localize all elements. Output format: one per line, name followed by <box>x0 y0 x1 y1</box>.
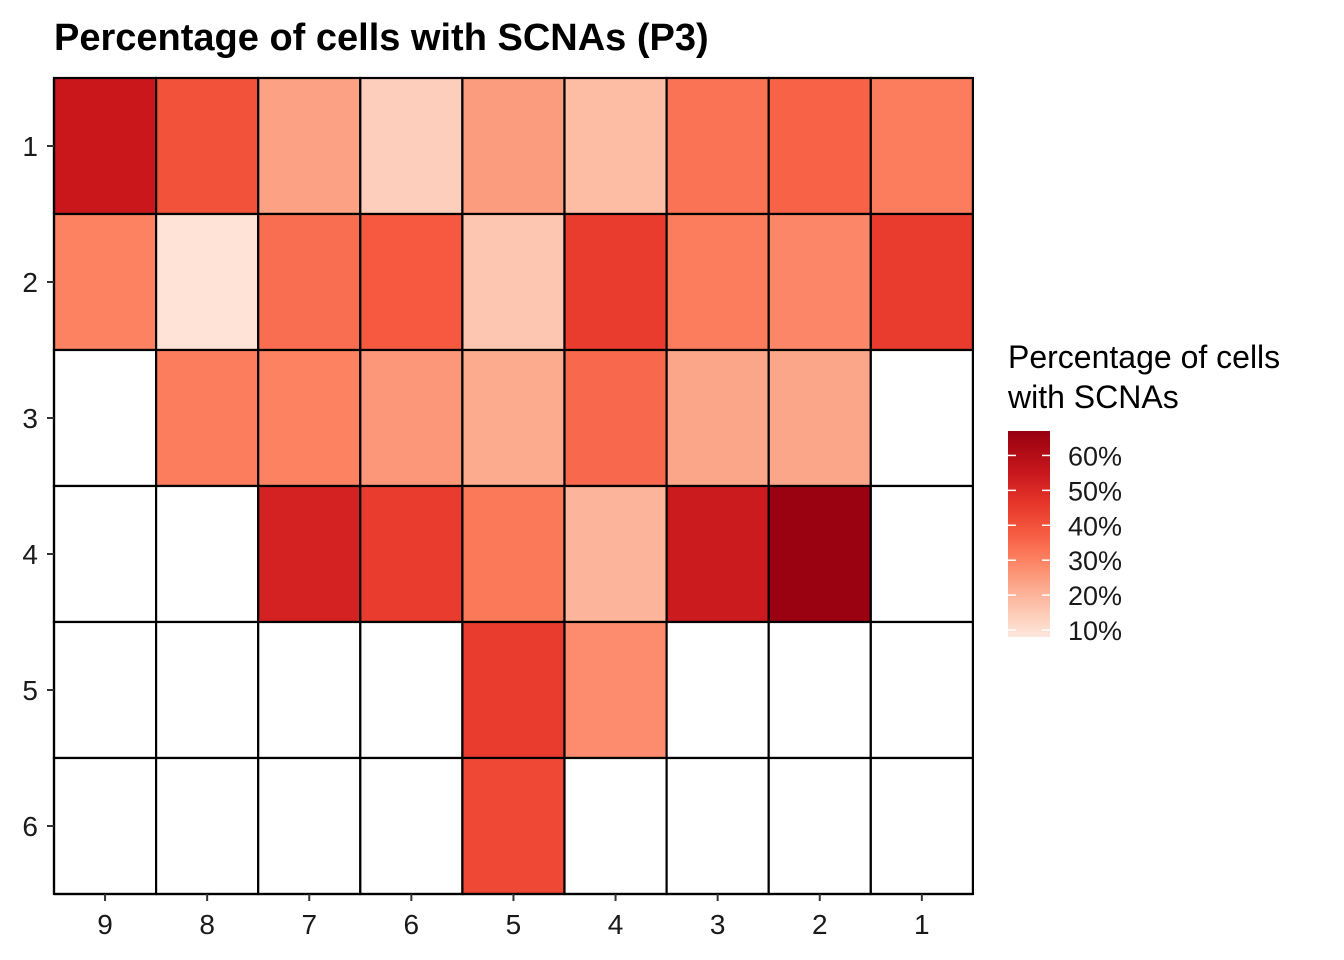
heatmap-cell <box>563 212 668 352</box>
heatmap-cell-empty <box>52 620 158 760</box>
heatmap-cell <box>461 212 566 352</box>
heatmap-cell <box>52 212 158 352</box>
heatmap-cell-empty <box>767 620 872 760</box>
legend-title: with SCNAs <box>1007 379 1179 415</box>
heatmap-cell-empty <box>767 756 872 896</box>
heatmap-cell <box>869 76 974 216</box>
heatmap-cell <box>665 76 770 216</box>
heatmap-cell-empty <box>52 756 158 896</box>
x-tick-label: 9 <box>97 909 113 940</box>
heatmap-cell <box>461 348 566 488</box>
heatmap-cell <box>563 484 668 624</box>
heatmap-cell <box>257 484 362 624</box>
heatmap-cell <box>461 620 566 760</box>
x-tick-label: 1 <box>914 909 930 940</box>
heatmap-cells <box>52 76 974 896</box>
heatmap-cell <box>869 212 974 352</box>
y-tick-label: 6 <box>22 811 38 842</box>
heatmap-cell <box>563 620 668 760</box>
heatmap-cell <box>359 76 464 216</box>
legend-label: 40% <box>1068 511 1122 541</box>
x-tick-label: 2 <box>812 909 828 940</box>
heatmap-cell <box>767 348 872 488</box>
x-tick-label: 8 <box>199 909 215 940</box>
heatmap-cell-empty <box>359 620 464 760</box>
y-tick-label: 2 <box>22 267 38 298</box>
heatmap-cell <box>461 756 566 896</box>
y-tick-label: 4 <box>22 539 38 570</box>
heatmap-cell <box>767 484 872 624</box>
y-tick-label: 1 <box>22 131 38 162</box>
legend-label: 20% <box>1068 581 1122 611</box>
y-tick-label: 5 <box>22 675 38 706</box>
heatmap-cell <box>359 348 464 488</box>
heatmap-cell <box>767 76 872 216</box>
heatmap-cell <box>665 348 770 488</box>
heatmap-cell-empty <box>155 620 260 760</box>
heatmap-cell-empty <box>869 484 974 624</box>
heatmap-cell-empty <box>869 620 974 760</box>
x-tick-label: 6 <box>404 909 420 940</box>
heatmap-cell-empty <box>869 756 974 896</box>
heatmap-cell <box>665 212 770 352</box>
legend-label: 60% <box>1068 441 1122 471</box>
legend-label: 30% <box>1068 546 1122 576</box>
heatmap-cell <box>461 484 566 624</box>
heatmap-cell <box>563 76 668 216</box>
heatmap-cell-empty <box>155 756 260 896</box>
y-tick-label: 3 <box>22 403 38 434</box>
heatmap-cell-empty <box>869 348 974 488</box>
heatmap-cell <box>563 348 668 488</box>
x-tick-label: 5 <box>506 909 522 940</box>
heatmap-cell-empty <box>665 756 770 896</box>
heatmap-cell-empty <box>257 756 362 896</box>
heatmap-cell-empty <box>52 484 158 624</box>
heatmap-cell <box>359 212 464 352</box>
heatmap-cell <box>359 484 464 624</box>
chart-title: Percentage of cells with SCNAs (P3) <box>54 17 709 59</box>
heatmap-cell <box>665 484 770 624</box>
heatmap-cell <box>257 76 362 216</box>
legend-label: 10% <box>1068 616 1122 646</box>
legend-label: 50% <box>1068 476 1122 506</box>
heatmap-cell-empty <box>665 620 770 760</box>
legend-title: Percentage of cells <box>1008 339 1280 375</box>
heatmap-cell <box>155 348 260 488</box>
heatmap-cell-empty <box>563 756 668 896</box>
legend-colorbar <box>1008 431 1050 637</box>
heatmap-cell <box>257 348 362 488</box>
heatmap-cell-empty <box>257 620 362 760</box>
heatmap-cell-empty <box>52 348 158 488</box>
legend: Percentage of cells with SCNAs 60% 50% 40% 30… <box>1007 339 1280 646</box>
heatmap-cell <box>155 212 260 352</box>
axes: 1 2 3 4 5 6 9 8 7 6 5 4 3 2 1 <box>22 78 973 940</box>
heatmap-cell-empty <box>155 484 260 624</box>
heatmap-cell-empty <box>359 756 464 896</box>
heatmap-cell <box>257 212 362 352</box>
heatmap-cell <box>461 76 566 216</box>
x-tick-label: 7 <box>301 909 317 940</box>
heatmap-cell <box>52 76 158 216</box>
heatmap-cell <box>155 76 260 216</box>
x-tick-label: 3 <box>710 909 726 940</box>
heatmap-cell <box>767 212 872 352</box>
x-tick-label: 4 <box>608 909 624 940</box>
